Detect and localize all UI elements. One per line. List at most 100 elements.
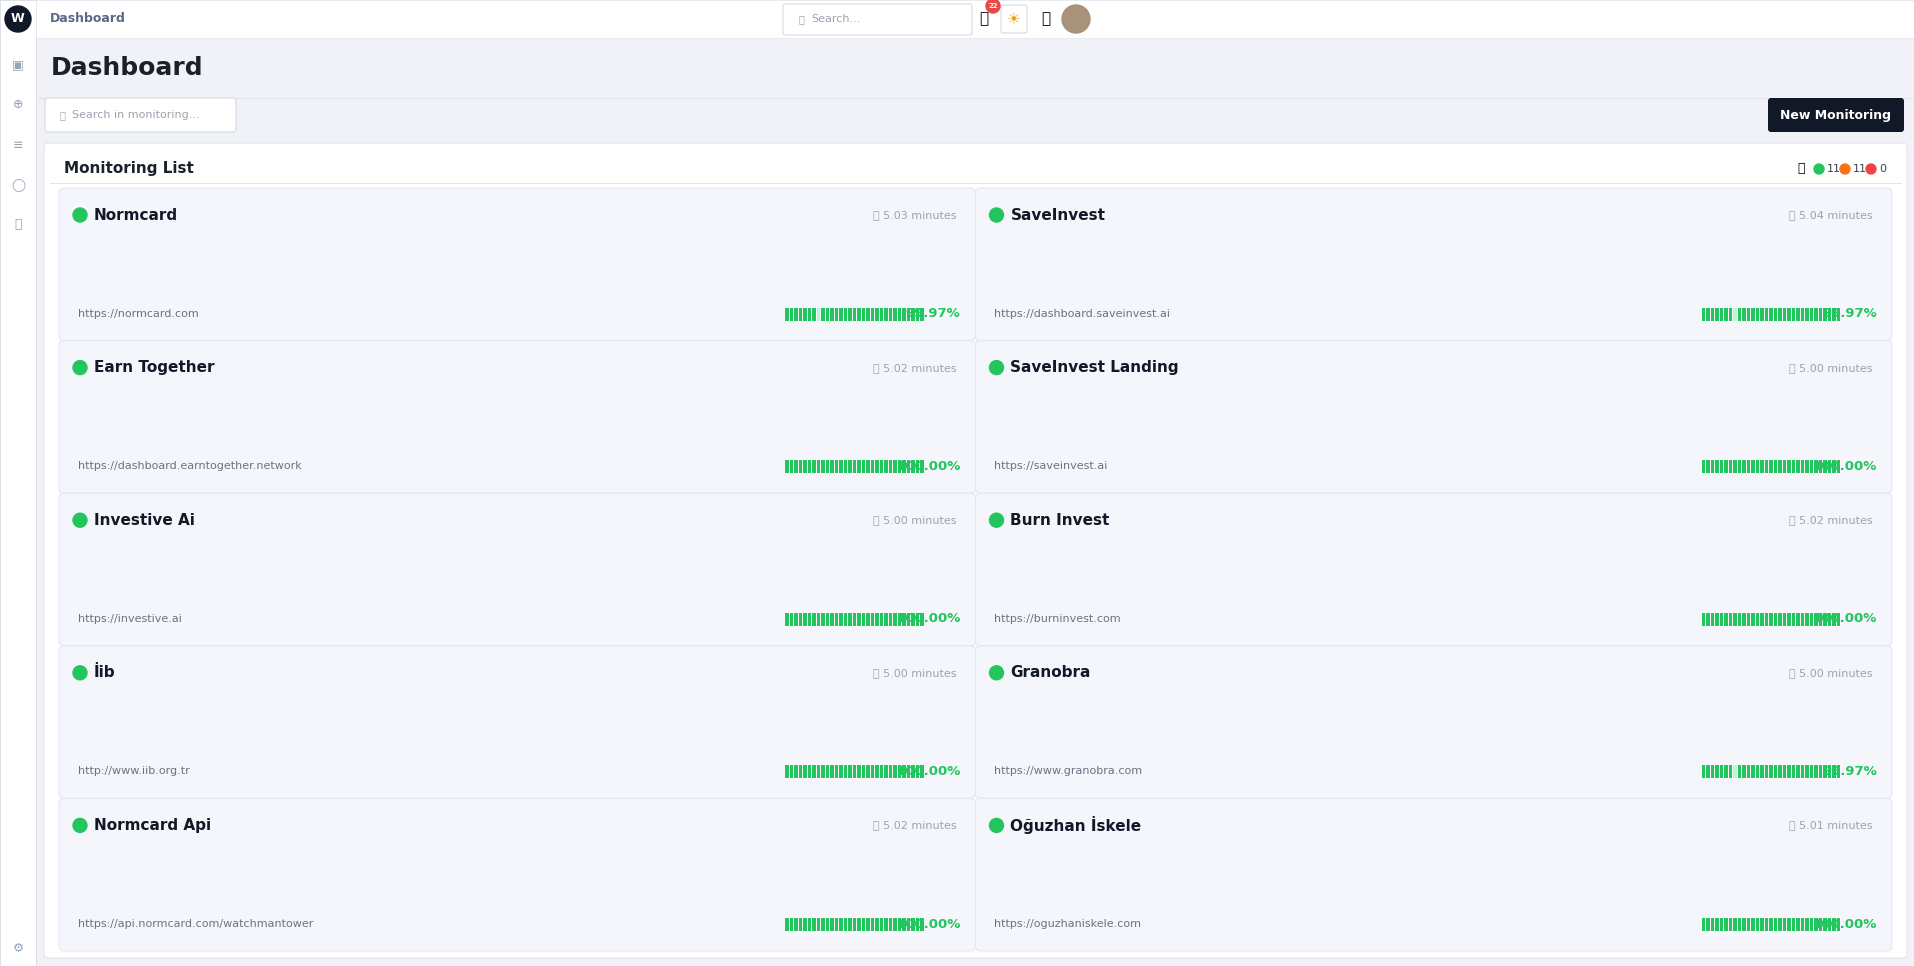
Bar — [1732, 918, 1736, 931]
Circle shape — [1864, 164, 1876, 174]
Bar — [831, 918, 835, 931]
Bar — [817, 918, 819, 931]
Text: New Monitoring: New Monitoring — [1780, 108, 1891, 122]
Bar — [1746, 460, 1749, 473]
Bar — [880, 765, 882, 779]
Bar — [875, 918, 879, 931]
Bar — [817, 307, 819, 321]
Text: ⏱ 5.00 minutes: ⏱ 5.00 minutes — [1788, 668, 1872, 678]
Text: http://www.iib.org.tr: http://www.iib.org.tr — [78, 766, 189, 777]
Bar — [1725, 460, 1726, 473]
Bar — [1759, 307, 1763, 321]
Bar — [921, 460, 924, 473]
Bar — [1738, 765, 1740, 779]
Bar — [835, 307, 838, 321]
Bar — [838, 765, 842, 779]
FancyBboxPatch shape — [44, 143, 1906, 958]
Bar — [1751, 918, 1753, 931]
Bar — [1828, 918, 1830, 931]
Text: https://api.normcard.com/watchmantower: https://api.normcard.com/watchmantower — [78, 919, 314, 929]
Bar — [785, 918, 789, 931]
Bar — [1809, 307, 1813, 321]
Bar — [825, 460, 829, 473]
Text: ≡: ≡ — [13, 138, 23, 152]
Text: 100.00%: 100.00% — [896, 612, 961, 625]
Bar — [852, 918, 856, 931]
FancyBboxPatch shape — [59, 188, 974, 341]
Bar — [808, 918, 812, 931]
Text: 99.97%: 99.97% — [905, 307, 961, 320]
Bar — [1755, 612, 1759, 626]
Bar — [880, 307, 882, 321]
Bar — [1709, 307, 1713, 321]
Bar — [0, 0, 36, 966]
Bar — [1809, 918, 1813, 931]
Text: 🔍: 🔍 — [798, 14, 804, 24]
Circle shape — [990, 666, 1003, 680]
Bar — [894, 307, 896, 321]
Bar — [857, 307, 861, 321]
Bar — [861, 460, 865, 473]
Bar — [1769, 765, 1772, 779]
Bar — [1746, 612, 1749, 626]
Bar — [844, 918, 848, 931]
Bar — [1772, 765, 1776, 779]
Bar — [1828, 612, 1830, 626]
Bar — [785, 765, 789, 779]
Bar — [808, 307, 812, 321]
Bar — [804, 612, 806, 626]
Bar — [821, 460, 825, 473]
Text: ⚙: ⚙ — [11, 942, 23, 954]
Bar — [1715, 307, 1719, 321]
Bar — [36, 0, 1914, 38]
Bar — [1728, 460, 1732, 473]
Bar — [1792, 460, 1795, 473]
Text: ⊕: ⊕ — [13, 99, 23, 111]
Text: https://saveinvest.ai: https://saveinvest.ai — [993, 461, 1108, 471]
Bar — [1778, 918, 1782, 931]
Bar — [871, 307, 875, 321]
Bar — [794, 460, 798, 473]
Bar — [1742, 612, 1746, 626]
Bar — [798, 307, 802, 321]
Text: 100.00%: 100.00% — [896, 765, 961, 778]
Circle shape — [73, 666, 86, 680]
Text: 11: 11 — [1826, 164, 1839, 174]
Text: ⏱ 5.01 minutes: ⏱ 5.01 minutes — [1788, 820, 1872, 831]
Bar — [1836, 460, 1839, 473]
Bar — [871, 918, 875, 931]
Circle shape — [1839, 164, 1849, 174]
Bar — [875, 612, 879, 626]
Text: Oğuzhan İskele: Oğuzhan İskele — [1011, 816, 1141, 835]
Bar — [835, 460, 838, 473]
Bar — [1705, 612, 1709, 626]
Bar — [790, 765, 792, 779]
Bar — [1778, 307, 1782, 321]
Bar — [831, 765, 835, 779]
Bar — [1738, 307, 1740, 321]
FancyBboxPatch shape — [1767, 98, 1903, 132]
Bar — [831, 612, 835, 626]
Bar — [852, 765, 856, 779]
Text: 🔍: 🔍 — [59, 110, 65, 120]
Circle shape — [1062, 5, 1089, 33]
Bar — [817, 612, 819, 626]
Bar — [901, 918, 905, 931]
Bar — [835, 918, 838, 931]
Bar — [1772, 918, 1776, 931]
Circle shape — [986, 0, 999, 13]
Bar — [894, 612, 896, 626]
Bar — [1795, 460, 1799, 473]
Bar — [1759, 765, 1763, 779]
Circle shape — [73, 818, 86, 833]
Bar — [1732, 460, 1736, 473]
Bar — [838, 460, 842, 473]
Bar — [1809, 612, 1813, 626]
Bar — [1836, 765, 1839, 779]
Bar — [1738, 918, 1740, 931]
Bar — [825, 765, 829, 779]
Bar — [808, 612, 812, 626]
Bar — [894, 765, 896, 779]
Bar — [880, 918, 882, 931]
Bar — [884, 612, 888, 626]
